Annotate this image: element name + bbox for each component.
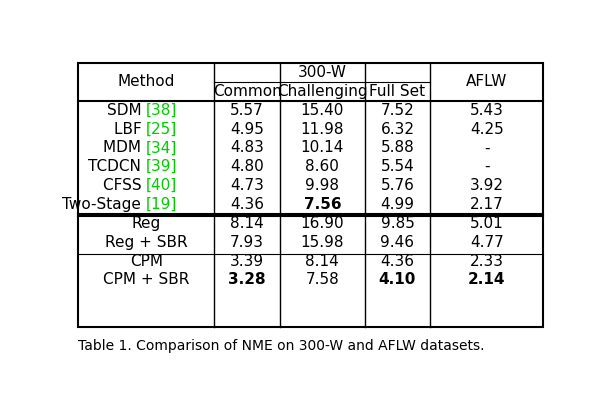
Text: 6.32: 6.32	[381, 122, 415, 137]
Text: [40]: [40]	[146, 178, 178, 193]
Text: Reg + SBR: Reg + SBR	[105, 235, 187, 250]
Text: Reg: Reg	[132, 216, 161, 231]
Text: 8.14: 8.14	[305, 253, 339, 268]
Text: 4.83: 4.83	[230, 140, 264, 155]
Text: TCDCN: TCDCN	[88, 159, 146, 174]
Text: 7.93: 7.93	[230, 235, 264, 250]
Text: 4.36: 4.36	[381, 253, 415, 268]
Text: 5.76: 5.76	[381, 178, 415, 193]
Text: 7.52: 7.52	[381, 103, 415, 118]
Text: LBF: LBF	[113, 122, 146, 137]
Text: 5.43: 5.43	[470, 103, 504, 118]
Text: 5.01: 5.01	[470, 216, 504, 231]
Text: 9.85: 9.85	[381, 216, 415, 231]
Text: 9.46: 9.46	[381, 235, 415, 250]
Text: [19]: [19]	[146, 197, 178, 212]
Text: 5.88: 5.88	[381, 140, 415, 155]
Text: 3.39: 3.39	[230, 253, 264, 268]
Text: AFLW: AFLW	[466, 74, 507, 89]
Text: CPM: CPM	[130, 253, 162, 268]
Text: -: -	[484, 159, 490, 174]
Text: 15.40: 15.40	[301, 103, 344, 118]
Text: 4.95: 4.95	[230, 122, 264, 137]
Text: 300-W: 300-W	[298, 65, 347, 80]
Text: 8.14: 8.14	[230, 216, 264, 231]
Text: 4.73: 4.73	[230, 178, 264, 193]
Text: [39]: [39]	[146, 159, 178, 174]
Text: CPM + SBR: CPM + SBR	[103, 273, 190, 287]
Text: 3.92: 3.92	[470, 178, 504, 193]
Text: 3.28: 3.28	[228, 273, 266, 287]
Text: 7.58: 7.58	[305, 273, 339, 287]
Text: CFSS: CFSS	[102, 178, 146, 193]
Text: 4.99: 4.99	[381, 197, 415, 212]
Text: 4.36: 4.36	[230, 197, 264, 212]
Text: MDM: MDM	[103, 140, 146, 155]
Text: Full Set: Full Set	[370, 84, 425, 99]
Text: 2.14: 2.14	[468, 273, 505, 287]
Text: 7.56: 7.56	[304, 197, 341, 212]
Text: Two-Stage: Two-Stage	[62, 197, 146, 212]
Text: 4.80: 4.80	[230, 159, 264, 174]
Text: 8.60: 8.60	[305, 159, 339, 174]
Text: [38]: [38]	[146, 103, 178, 118]
Text: [25]: [25]	[146, 122, 178, 137]
Text: [34]: [34]	[146, 140, 178, 155]
Text: Method: Method	[118, 74, 175, 89]
Text: 16.90: 16.90	[301, 216, 344, 231]
Text: Common: Common	[213, 84, 282, 99]
Text: SDM: SDM	[107, 103, 146, 118]
Text: 4.10: 4.10	[379, 273, 416, 287]
Text: 9.98: 9.98	[305, 178, 339, 193]
Text: -: -	[484, 140, 490, 155]
Text: 2.17: 2.17	[470, 197, 504, 212]
Text: 11.98: 11.98	[301, 122, 344, 137]
Text: Table 1. Comparison of NME on 300-W and AFLW datasets.: Table 1. Comparison of NME on 300-W and …	[78, 339, 485, 353]
Text: 4.77: 4.77	[470, 235, 504, 250]
Text: 4.25: 4.25	[470, 122, 504, 137]
Text: 2.33: 2.33	[470, 253, 504, 268]
Text: Challenging: Challenging	[277, 84, 368, 99]
Text: 10.14: 10.14	[301, 140, 344, 155]
Text: 5.57: 5.57	[230, 103, 264, 118]
Text: 15.98: 15.98	[301, 235, 344, 250]
Text: 5.54: 5.54	[381, 159, 415, 174]
